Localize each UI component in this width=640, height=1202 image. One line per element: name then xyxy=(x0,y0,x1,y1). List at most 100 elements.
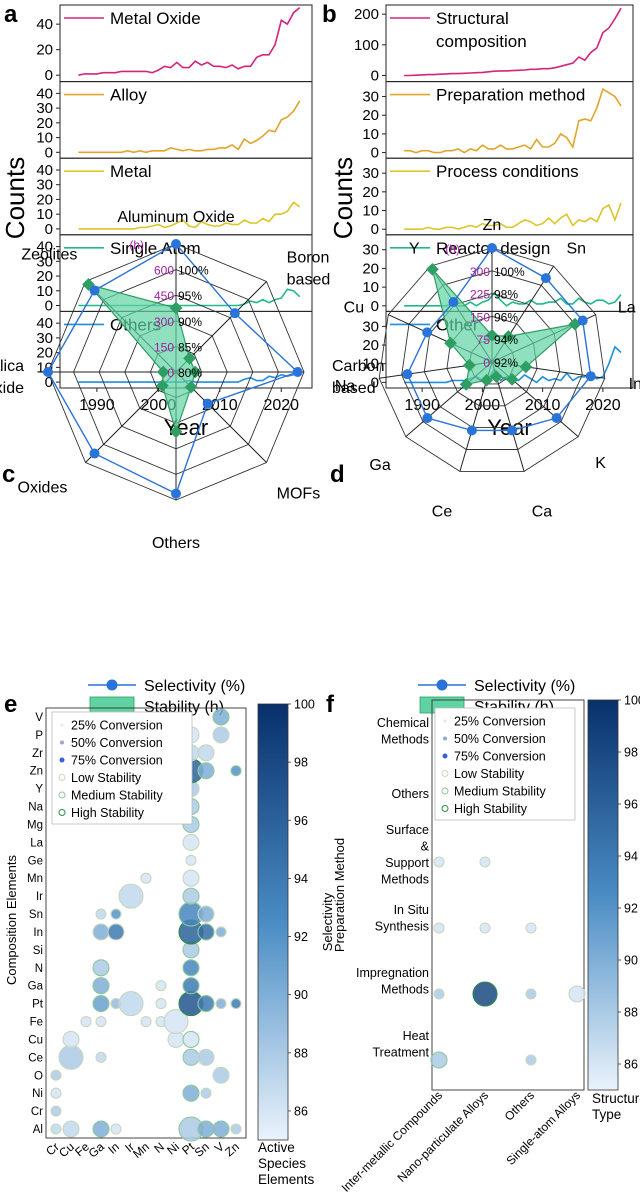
series-legend-label: Metal xyxy=(110,162,152,181)
y-category-label: Impregnation xyxy=(356,966,429,980)
radar-scale-right: 90% xyxy=(178,315,202,329)
selectivity-line xyxy=(406,247,592,432)
radar-axis-label: Zeolites xyxy=(21,246,77,263)
legend-label: Low Stability xyxy=(454,767,525,781)
bubble-point xyxy=(182,887,200,905)
y-category-label: Methods xyxy=(381,983,429,997)
bubble-point xyxy=(212,1120,230,1138)
bubble-point xyxy=(95,1015,107,1028)
panel-label-e: e xyxy=(4,691,17,718)
bubble-point xyxy=(140,872,152,884)
panel-label-f: f xyxy=(326,691,335,718)
y-axis-title: Counts xyxy=(328,157,358,239)
bubble-point xyxy=(92,995,110,1013)
x-category-label: Nano-particulate Alloys xyxy=(394,1088,491,1185)
y-tick-label: 10 xyxy=(36,130,53,147)
legend-label: 50% Conversion xyxy=(454,732,546,746)
bubble-point xyxy=(568,985,586,1003)
stability-marker xyxy=(156,379,169,392)
legend-box xyxy=(51,711,193,825)
x-category-label: Zn xyxy=(222,1140,242,1160)
bubble-point xyxy=(118,883,144,909)
panel-label-c: c xyxy=(2,461,15,488)
y-category-label: Cr xyxy=(31,1106,43,1118)
bubble-point xyxy=(182,833,200,851)
x-axis-title: Structure xyxy=(592,1091,640,1106)
bubble-point xyxy=(197,905,215,923)
radar-axis-label: K xyxy=(595,455,606,472)
y-tick-label: 0 xyxy=(45,221,53,238)
series-line-3 xyxy=(404,202,622,231)
radar-scale-right: 85% xyxy=(178,340,202,354)
y-tick-label: 40 xyxy=(36,16,53,33)
bubble-point xyxy=(62,1030,80,1048)
bubble-point xyxy=(110,1123,122,1135)
selectivity-marker xyxy=(466,425,477,436)
radar-scale-right: 98% xyxy=(494,288,518,302)
bubble-point xyxy=(433,856,445,868)
bubble-point xyxy=(182,977,200,995)
colorbar-tick-label: 100 xyxy=(294,698,315,712)
colorbar xyxy=(587,699,619,1091)
stability-marker xyxy=(444,336,457,350)
bubble-point xyxy=(185,854,197,866)
radar-axis-label: La xyxy=(618,299,636,316)
bubble-point xyxy=(200,1087,212,1099)
y-tick-label: 30 xyxy=(362,165,379,182)
y-category-label: In Situ xyxy=(394,903,429,917)
colorbar-title: Selectivity xyxy=(320,892,335,951)
y-category-label: O xyxy=(34,1070,43,1082)
x-category-label: Ni xyxy=(164,1140,182,1158)
bubble-point xyxy=(525,922,537,934)
radar-axis-label: Others xyxy=(152,535,200,552)
y-tick-label: 20 xyxy=(36,191,53,208)
radar-scale-left: 150 xyxy=(154,340,174,354)
x-tick-label: 1990 xyxy=(79,397,115,414)
legend-selectivity-marker xyxy=(106,679,118,691)
y-tick-label: 30 xyxy=(36,330,53,347)
y-axis-title: Counts xyxy=(0,157,30,239)
selectivity-marker xyxy=(487,243,497,253)
radar-scale-unit: (h) xyxy=(129,238,144,252)
legend-label: Low Stability xyxy=(71,771,142,785)
radar-axis-label: Silica xyxy=(0,358,24,375)
bubble-point xyxy=(197,762,215,780)
radar-axis-label: Aluminum Oxide xyxy=(117,209,234,226)
y-category-label: Methods xyxy=(381,733,429,747)
subplot-frame xyxy=(385,310,634,389)
y-tick-label: 0 xyxy=(371,67,379,84)
radar-axis-label: Sn xyxy=(566,240,586,257)
y-tick-label: 0 xyxy=(371,221,379,238)
x-category-label: Ga xyxy=(86,1139,108,1160)
y-tick-label: 40 xyxy=(36,315,53,332)
legend-marker xyxy=(59,757,65,763)
y-tick-label: 10 xyxy=(362,126,379,143)
colorbar xyxy=(257,703,289,1141)
y-tick-label: 20 xyxy=(36,42,53,59)
colorbar-tick-label: 88 xyxy=(624,1006,638,1020)
stability-marker xyxy=(184,380,198,394)
stability-marker xyxy=(463,358,476,372)
radar-axis-label: Ga xyxy=(369,457,390,474)
bubble-point xyxy=(107,923,125,941)
y-tick-label: 10 xyxy=(362,279,379,296)
stability-marker xyxy=(502,330,515,343)
stability-area xyxy=(431,268,578,386)
radar-scale-right: 96% xyxy=(494,310,518,324)
bubble-point xyxy=(197,995,215,1013)
bubble-point xyxy=(92,977,110,995)
legend-box xyxy=(434,707,576,821)
y-tick-label: 0 xyxy=(45,67,53,84)
series-legend-label: Process conditions xyxy=(436,162,579,181)
legend-label: 25% Conversion xyxy=(454,715,546,729)
radar-axis-label: Oxides xyxy=(18,480,68,497)
y-category-label: Na xyxy=(28,802,43,814)
subplot-frame xyxy=(59,81,313,159)
radar-axis-label: Ce xyxy=(432,504,453,521)
colorbar-tick-label: 94 xyxy=(624,850,638,864)
bubble-point xyxy=(92,959,110,977)
y-category-label: Mg xyxy=(27,819,43,831)
bubble-point xyxy=(197,744,215,762)
radar-scale-left: 75 xyxy=(477,333,491,347)
